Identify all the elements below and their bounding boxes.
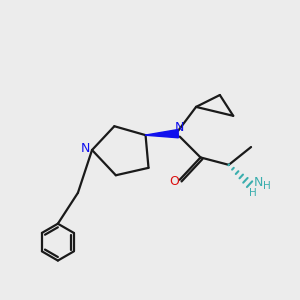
Text: H: H (263, 181, 271, 191)
Text: N: N (175, 121, 184, 134)
Text: O: O (169, 175, 179, 188)
Text: H: H (249, 188, 257, 197)
Text: N: N (254, 176, 263, 189)
Text: N: N (81, 142, 90, 155)
Polygon shape (146, 130, 178, 138)
